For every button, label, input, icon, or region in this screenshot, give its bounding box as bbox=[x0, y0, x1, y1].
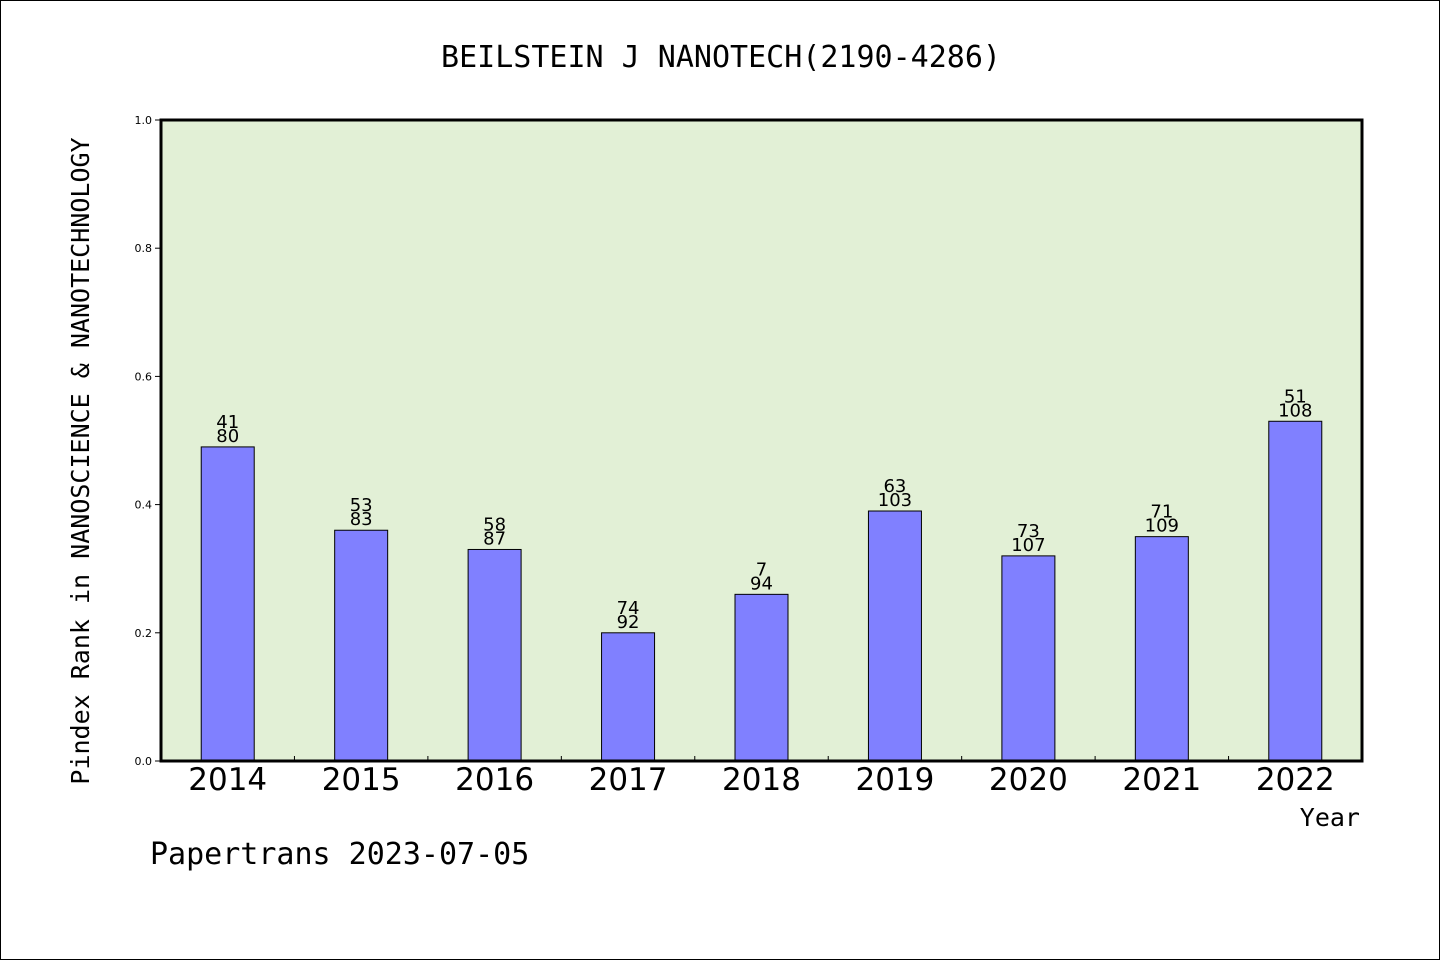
total-label-2017: 92 bbox=[617, 612, 640, 633]
total-label-2014: 80 bbox=[216, 426, 239, 447]
total-label-2020: 107 bbox=[1011, 535, 1045, 556]
x-tick-label-2017: 2017 bbox=[589, 762, 668, 798]
total-label-2019: 103 bbox=[878, 490, 912, 511]
rank-label-2017: 74 bbox=[617, 598, 640, 619]
x-tick-label-2018: 2018 bbox=[722, 762, 801, 798]
bar-2021 bbox=[1134, 536, 1189, 762]
bar-2015 bbox=[334, 529, 389, 762]
x-tick-label-2014: 2014 bbox=[188, 762, 267, 798]
total-label-2018: 94 bbox=[750, 573, 773, 594]
x-tick-label-2021: 2021 bbox=[1122, 762, 1201, 798]
x-tick-label-2022: 2022 bbox=[1256, 762, 1335, 798]
total-label-2022: 108 bbox=[1278, 400, 1312, 421]
rank-label-2019: 63 bbox=[883, 476, 906, 497]
rank-label-2018: 7 bbox=[756, 559, 767, 580]
plot-border bbox=[159, 118, 1364, 763]
x-tick-label-2020: 2020 bbox=[989, 762, 1068, 798]
bar-2022 bbox=[1268, 420, 1323, 762]
y-tick-label: 0.0 bbox=[135, 755, 153, 768]
rank-label-2020: 73 bbox=[1017, 521, 1040, 542]
chart-title: BEILSTEIN J NANOTECH(2190-4286) bbox=[441, 40, 1001, 75]
y-tick-label: 1.0 bbox=[135, 114, 153, 127]
bar-2020 bbox=[1001, 555, 1056, 762]
x-tick-label-2016: 2016 bbox=[455, 762, 534, 798]
y-tick-label: 0.8 bbox=[135, 242, 153, 255]
x-tick-label-2019: 2019 bbox=[855, 762, 934, 798]
total-label-2016: 87 bbox=[483, 528, 506, 549]
y-tick-label: 0.2 bbox=[135, 627, 153, 640]
bar-2019 bbox=[867, 510, 922, 762]
rank-label-2016: 58 bbox=[483, 514, 506, 535]
x-axis-label: Year bbox=[1300, 803, 1360, 832]
footer-text: Papertrans 2023-07-05 bbox=[150, 837, 529, 872]
rank-label-2021: 71 bbox=[1150, 502, 1173, 523]
rank-label-2015: 53 bbox=[350, 495, 373, 516]
bar-2016 bbox=[467, 548, 522, 762]
total-label-2021: 109 bbox=[1145, 516, 1179, 537]
bar-2014 bbox=[200, 446, 255, 762]
y-tick-label: 0.4 bbox=[135, 499, 153, 512]
y-axis-label: Pindex Rank in NANOSCIENCE & NANOTECHNOL… bbox=[66, 137, 95, 784]
y-tick-label: 0.6 bbox=[135, 370, 153, 383]
rank-label-2022: 51 bbox=[1284, 386, 1307, 407]
x-tick-label-2015: 2015 bbox=[322, 762, 401, 798]
bar-2018 bbox=[734, 593, 789, 762]
bar-2017 bbox=[601, 632, 656, 762]
rank-label-2014: 41 bbox=[216, 412, 239, 433]
total-label-2015: 83 bbox=[350, 509, 373, 530]
